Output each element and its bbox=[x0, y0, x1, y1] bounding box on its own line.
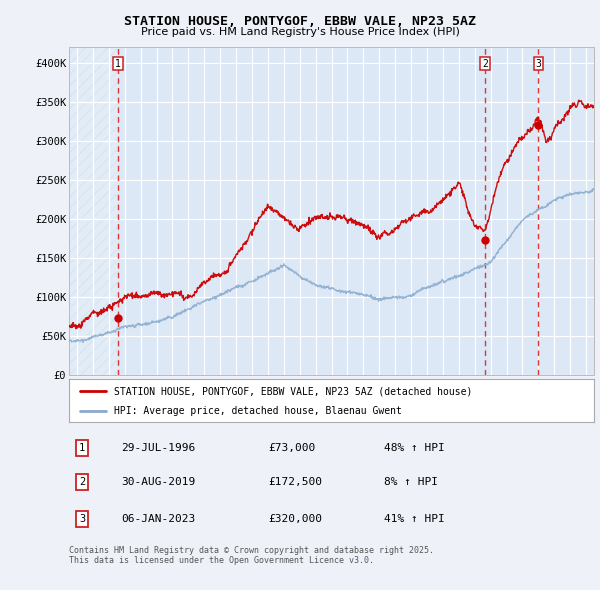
Text: 29-JUL-1996: 29-JUL-1996 bbox=[121, 443, 196, 453]
Text: Price paid vs. HM Land Registry's House Price Index (HPI): Price paid vs. HM Land Registry's House … bbox=[140, 27, 460, 37]
Text: 1: 1 bbox=[115, 58, 121, 68]
Text: 3: 3 bbox=[79, 514, 85, 524]
Text: £73,000: £73,000 bbox=[269, 443, 316, 453]
Text: STATION HOUSE, PONTYGOF, EBBW VALE, NP23 5AZ: STATION HOUSE, PONTYGOF, EBBW VALE, NP23… bbox=[124, 15, 476, 28]
Text: 2: 2 bbox=[79, 477, 85, 487]
Bar bbox=[69, 47, 118, 375]
Text: 41% ↑ HPI: 41% ↑ HPI bbox=[384, 514, 445, 524]
Text: 48% ↑ HPI: 48% ↑ HPI bbox=[384, 443, 445, 453]
Text: 1: 1 bbox=[79, 443, 85, 453]
Text: Contains HM Land Registry data © Crown copyright and database right 2025.
This d: Contains HM Land Registry data © Crown c… bbox=[69, 546, 434, 565]
Text: HPI: Average price, detached house, Blaenau Gwent: HPI: Average price, detached house, Blae… bbox=[113, 407, 401, 416]
Text: 30-AUG-2019: 30-AUG-2019 bbox=[121, 477, 196, 487]
Text: 2: 2 bbox=[482, 58, 488, 68]
Text: £172,500: £172,500 bbox=[269, 477, 323, 487]
Text: 06-JAN-2023: 06-JAN-2023 bbox=[121, 514, 196, 524]
Text: £320,000: £320,000 bbox=[269, 514, 323, 524]
Text: 8% ↑ HPI: 8% ↑ HPI bbox=[384, 477, 438, 487]
Text: STATION HOUSE, PONTYGOF, EBBW VALE, NP23 5AZ (detached house): STATION HOUSE, PONTYGOF, EBBW VALE, NP23… bbox=[113, 386, 472, 396]
Text: 3: 3 bbox=[536, 58, 541, 68]
